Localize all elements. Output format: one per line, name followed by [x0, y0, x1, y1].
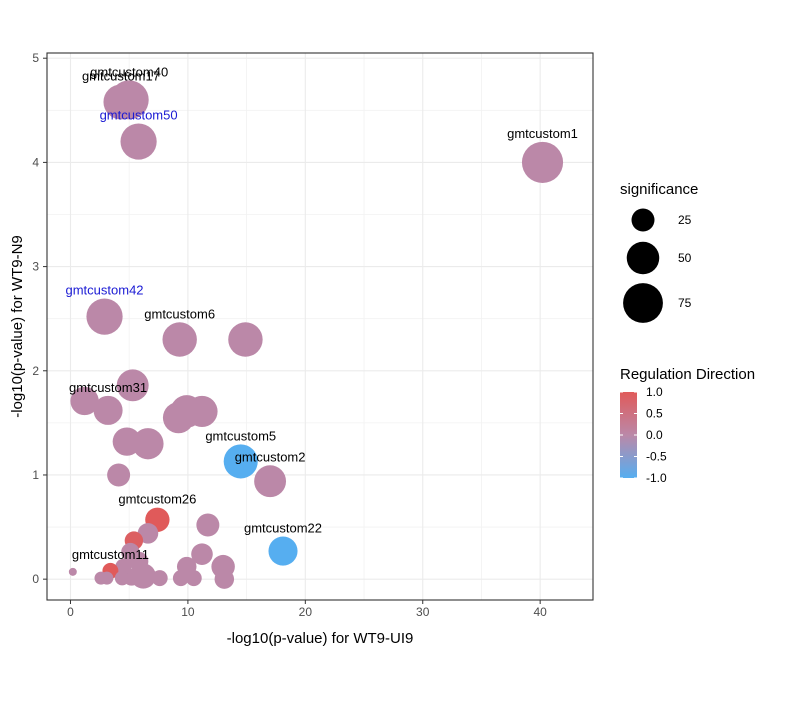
point-label: gmtcustom26: [118, 492, 196, 507]
data-point: [172, 570, 189, 587]
point-label: gmtcustom6: [144, 306, 215, 321]
size-legend-label: 75: [678, 296, 692, 310]
point-label: gmtcustom2: [235, 449, 306, 464]
data-point: [115, 558, 132, 575]
data-point: [254, 465, 287, 498]
data-point: [120, 123, 157, 160]
point-label: gmtcustom42: [66, 282, 144, 297]
size-legend-label: 25: [678, 213, 692, 227]
x-tick-label: 40: [533, 605, 547, 619]
data-point: [162, 402, 195, 434]
data-point: [70, 386, 99, 416]
x-tick-label: 0: [67, 605, 74, 619]
point-label: gmtcustom1: [507, 126, 578, 141]
data-point: [521, 141, 564, 183]
point-label: gmtcustom22: [244, 520, 322, 535]
size-legend-label: 50: [678, 251, 692, 265]
color-legend-title: Regulation Direction: [620, 366, 755, 383]
y-tick-label: 1: [32, 468, 39, 482]
data-point: [93, 395, 123, 425]
x-tick-label: 30: [416, 605, 430, 619]
point-label: gmtcustom31: [69, 380, 147, 395]
color-legend-label: -1.0: [646, 471, 667, 485]
size-legend-title: significance: [620, 181, 698, 198]
size-legend-key: [626, 241, 660, 275]
y-tick-label: 5: [32, 51, 39, 65]
data-point: [268, 536, 298, 566]
data-point: [162, 322, 197, 357]
data-point: [114, 570, 130, 586]
point-label: gmtcustom17: [82, 68, 160, 83]
y-tick-label: 4: [32, 155, 39, 169]
size-legend-key: [631, 208, 655, 232]
y-tick-label: 3: [32, 260, 39, 274]
x-tick-label: 10: [181, 605, 195, 619]
y-tick-label: 2: [32, 364, 39, 378]
size-legend-key: [623, 283, 663, 323]
color-legend-label: 0.5: [646, 407, 663, 421]
data-point: [223, 444, 258, 479]
x-axis-title: -log10(p-value) for WT9-UI9: [227, 630, 414, 647]
color-legend-label: 0.0: [646, 428, 663, 442]
data-point: [86, 298, 123, 335]
point-label: gmtcustom50: [100, 107, 178, 122]
data-point: [112, 427, 142, 456]
point-label: gmtcustom40: [90, 64, 168, 79]
color-legend-bar: [620, 392, 637, 478]
color-legend-label: 1.0: [646, 385, 663, 399]
data-point: [196, 513, 220, 537]
data-point: [107, 463, 131, 487]
x-tick-label: 20: [299, 605, 313, 619]
data-point: [214, 569, 235, 589]
panel-border: [46, 52, 594, 601]
data-point: [103, 84, 139, 120]
data-point: [151, 570, 168, 587]
point-label: gmtcustom11: [72, 547, 149, 562]
y-axis-title: -log10(p-value) for WT9-N9: [9, 235, 26, 418]
data-point: [191, 543, 213, 565]
data-point: [185, 570, 202, 587]
data-points: [68, 80, 564, 589]
data-point: [186, 395, 218, 428]
color-legend: Regulation Direction 1.0 0.5 0.0 -0.5 -1.0: [620, 366, 755, 485]
data-point: [228, 322, 263, 357]
data-point: [68, 567, 77, 576]
point-label: gmtcustom5: [205, 428, 276, 443]
data-point: [121, 542, 140, 562]
size-legend: significance 25 50 75: [620, 181, 698, 323]
data-point: [116, 369, 149, 402]
data-point: [137, 523, 159, 544]
data-point: [100, 571, 114, 585]
data-point: [132, 428, 164, 460]
y-tick-label: 0: [32, 572, 39, 586]
axis-ticks: 0 10 20 30 40 0 1 2 3 4 5: [32, 51, 547, 619]
color-legend-label: -0.5: [646, 450, 667, 464]
